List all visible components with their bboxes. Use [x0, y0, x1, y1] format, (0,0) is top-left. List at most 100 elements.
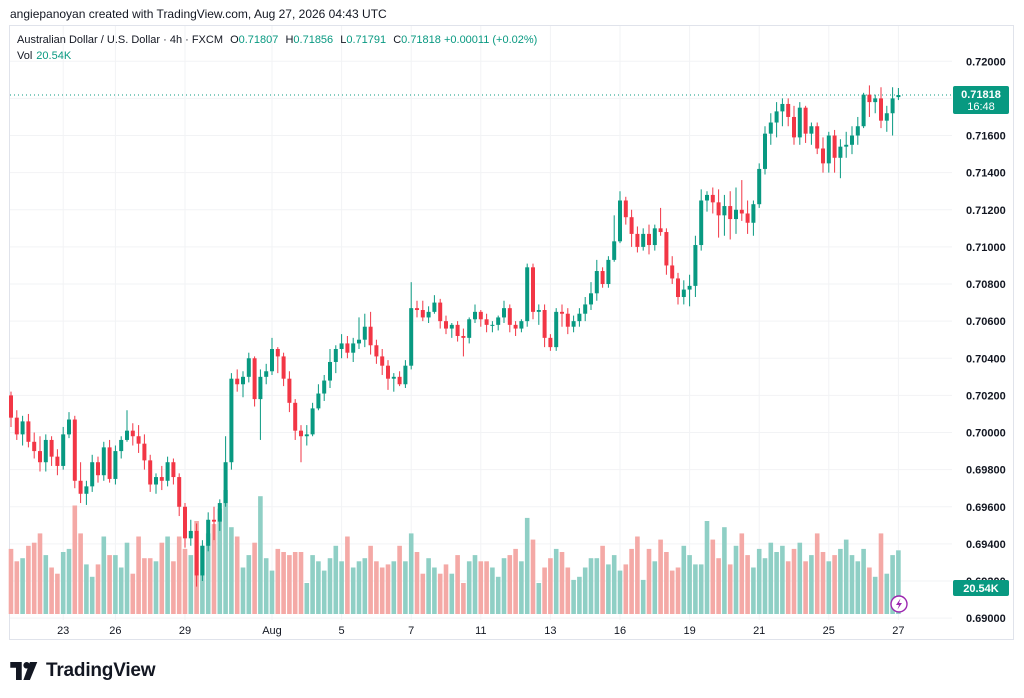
volume-bar: [577, 576, 582, 614]
volume-bar: [571, 579, 576, 614]
candle-body: [368, 326, 373, 346]
volume-bar: [414, 552, 420, 614]
candle-body: [322, 380, 327, 394]
candle-body: [606, 259, 611, 285]
candle-body: [867, 94, 872, 103]
y-tick-label: 0.70600: [966, 316, 1006, 328]
candle-body: [304, 434, 309, 437]
volume-bar: [646, 548, 652, 614]
candle-body: [258, 376, 263, 400]
high-label: H: [285, 34, 294, 46]
volume-bar: [867, 567, 872, 614]
lightning-icon[interactable]: [890, 595, 908, 613]
volume-value: 20.54K: [36, 50, 72, 62]
candle-body: [345, 343, 350, 353]
candle-body: [136, 436, 141, 444]
volume-bar: [130, 573, 136, 614]
candle-body: [293, 402, 298, 431]
candle-body: [426, 311, 431, 318]
candle-body: [14, 417, 19, 435]
candle-body: [61, 434, 66, 466]
volume-bar: [118, 567, 124, 614]
volume-bar: [843, 539, 849, 614]
candle-body: [49, 439, 54, 457]
candle-body: [896, 95, 901, 98]
volume-bar: [640, 579, 646, 614]
volume-bar: [838, 548, 843, 614]
volume-bar: [878, 533, 884, 614]
volume-bar: [832, 555, 837, 614]
chart-attribution: angiepanoyan created with TradingView.co…: [10, 7, 387, 21]
lightning-icon-bolt: [896, 598, 902, 610]
high-value: 0.71856: [293, 34, 334, 46]
candle-body: [809, 126, 814, 134]
candle-body: [594, 271, 599, 294]
volume-bar: [165, 536, 170, 614]
candle-body: [38, 451, 42, 463]
volume-bar: [861, 548, 866, 614]
volume-bar: [855, 561, 861, 614]
volume-bar: [142, 558, 147, 614]
candle-body: [855, 126, 860, 136]
volume-bar: [629, 548, 634, 614]
volume-bar: [588, 558, 594, 614]
candle-body: [890, 98, 895, 114]
candle-body: [281, 356, 286, 379]
candle-body: [745, 213, 750, 223]
candle-body: [821, 148, 825, 164]
candle-body: [739, 209, 744, 214]
volume-bar: [37, 533, 43, 614]
candle-body: [542, 310, 547, 338]
candle-body: [96, 462, 100, 476]
volume-bar: [716, 558, 721, 614]
volume-badge-value: 20.54K: [963, 583, 999, 595]
candle-body: [264, 371, 269, 377]
y-tick-label: 0.70200: [966, 390, 1006, 402]
volume-bar: [594, 558, 600, 614]
open-value: 0.71807: [238, 34, 279, 46]
candle-body: [229, 378, 234, 463]
candle-body: [879, 98, 883, 121]
volume-bar: [89, 576, 95, 614]
candle-body: [641, 233, 646, 247]
volume-bar: [188, 555, 194, 614]
chart-frame: [9, 25, 1014, 640]
volume-bar: [269, 570, 275, 614]
candle-body: [107, 447, 112, 479]
candle-body: [786, 103, 791, 117]
candle-body: [415, 308, 419, 311]
volume-badge: [953, 580, 1009, 596]
volume-bar: [484, 561, 489, 614]
candle-body: [386, 365, 390, 379]
volume-bar: [391, 561, 397, 614]
candle-body: [490, 324, 495, 326]
volume-bar: [739, 533, 745, 614]
volume-bar: [43, 555, 49, 614]
volume-bar: [582, 567, 588, 614]
candle-body: [699, 200, 704, 246]
volume-bar: [432, 567, 437, 614]
volume-bar: [327, 558, 333, 614]
candle-body: [391, 376, 396, 379]
candle-body: [507, 308, 512, 325]
volume-bar: [780, 545, 785, 614]
candle-body: [194, 530, 199, 576]
volume-bar: [292, 552, 298, 614]
volume-bar: [704, 521, 710, 614]
volume-bar: [385, 564, 391, 614]
candle-body: [571, 321, 576, 327]
candle-body: [310, 408, 315, 435]
volume-bar: [263, 558, 269, 614]
tradingview-logo[interactable]: TradingView: [10, 660, 156, 682]
volume-bar: [890, 555, 895, 614]
volume-bar: [652, 561, 658, 614]
candle-body: [473, 311, 477, 320]
volume-bar: [466, 561, 472, 614]
x-tick-label: 29: [179, 625, 191, 637]
volume-bar: [519, 561, 524, 614]
candle-body: [9, 395, 13, 418]
candle-body: [884, 113, 889, 121]
candle-body: [536, 310, 541, 312]
candle-body: [374, 345, 379, 357]
